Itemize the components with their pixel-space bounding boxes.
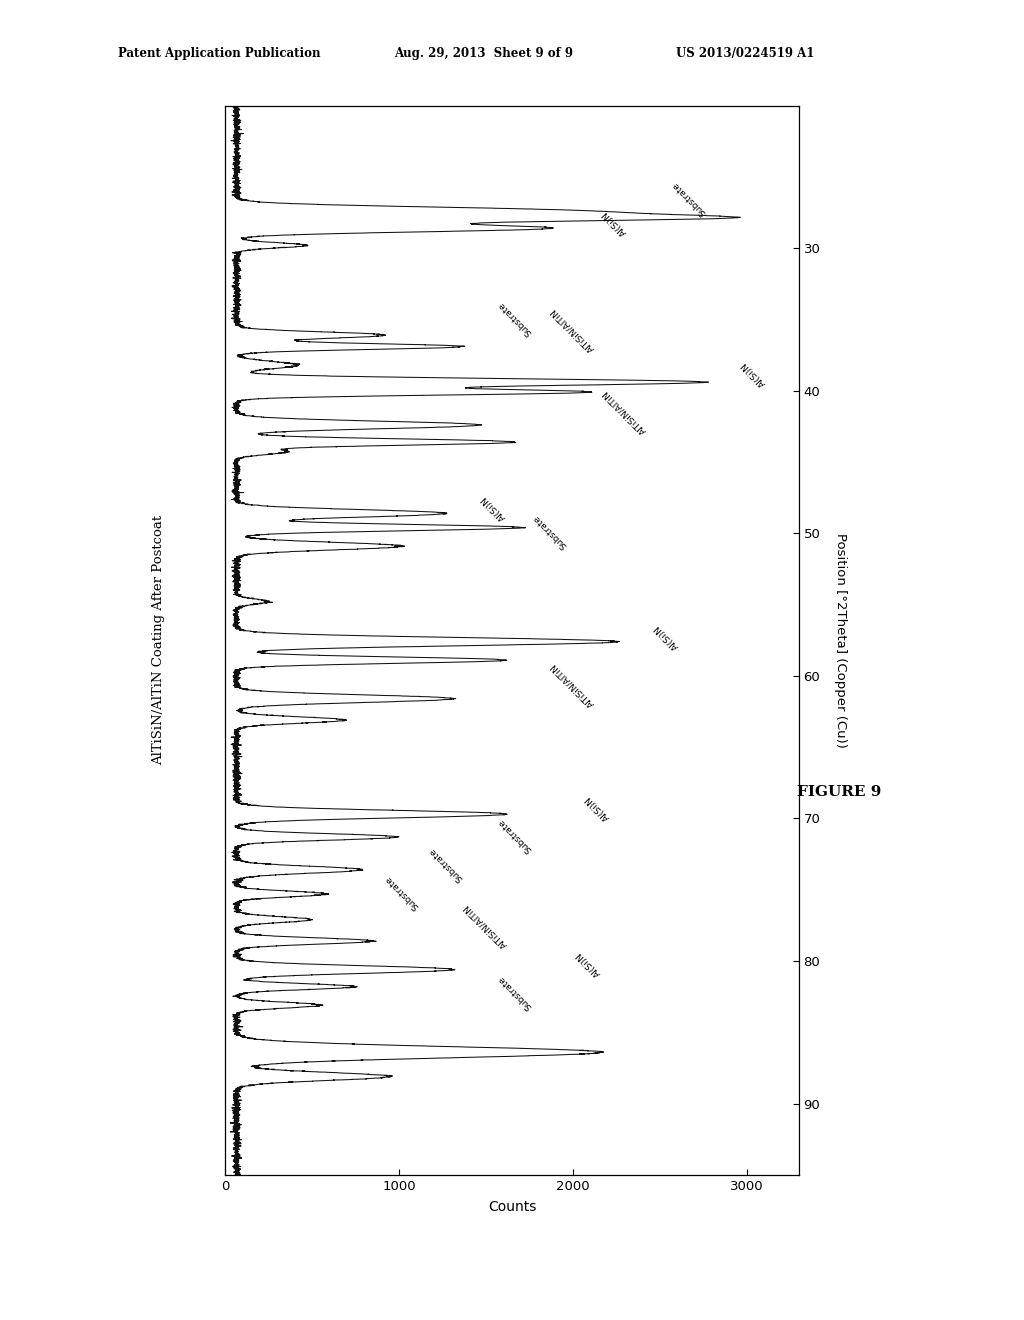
- Text: Substrate: Substrate: [497, 973, 534, 1011]
- Text: AlTiSiN/AlTiN: AlTiSiN/AlTiN: [462, 903, 509, 949]
- Text: FIGURE 9: FIGURE 9: [798, 785, 882, 799]
- Text: AlTiSiN/AlTiN Coating After Postcoat: AlTiSiN/AlTiN Coating After Postcoat: [153, 515, 165, 766]
- Text: AlTiSiN/AlTiN: AlTiSiN/AlTiN: [549, 661, 596, 709]
- Text: Substrate: Substrate: [383, 874, 421, 911]
- Text: Patent Application Publication: Patent Application Publication: [118, 46, 321, 59]
- Text: AlTiSiN/AlTiN: AlTiSiN/AlTiN: [549, 306, 596, 354]
- Text: Substrate: Substrate: [531, 513, 568, 550]
- Y-axis label: Position [°2Theta] (Copper (Cu)): Position [°2Theta] (Copper (Cu)): [835, 533, 847, 747]
- Text: AlTiSiN/AlTiN: AlTiSiN/AlTiN: [601, 388, 648, 434]
- X-axis label: Counts: Counts: [487, 1200, 537, 1213]
- Text: US 2013/0224519 A1: US 2013/0224519 A1: [676, 46, 814, 59]
- Text: Substrate: Substrate: [427, 845, 464, 883]
- Text: Substrate: Substrate: [497, 300, 534, 337]
- Text: Al(Si)N: Al(Si)N: [652, 622, 681, 651]
- Text: Al(Si)N: Al(Si)N: [739, 359, 768, 388]
- Text: Al(Si)N: Al(Si)N: [574, 950, 603, 978]
- Text: Aug. 29, 2013  Sheet 9 of 9: Aug. 29, 2013 Sheet 9 of 9: [394, 46, 573, 59]
- Text: Substrate: Substrate: [497, 817, 534, 854]
- Text: Al(Si)N: Al(Si)N: [584, 793, 611, 821]
- Text: Al(Si)N: Al(Si)N: [601, 209, 629, 236]
- Text: Substrate: Substrate: [670, 180, 708, 216]
- Text: Al(Si)N: Al(Si)N: [479, 494, 507, 521]
